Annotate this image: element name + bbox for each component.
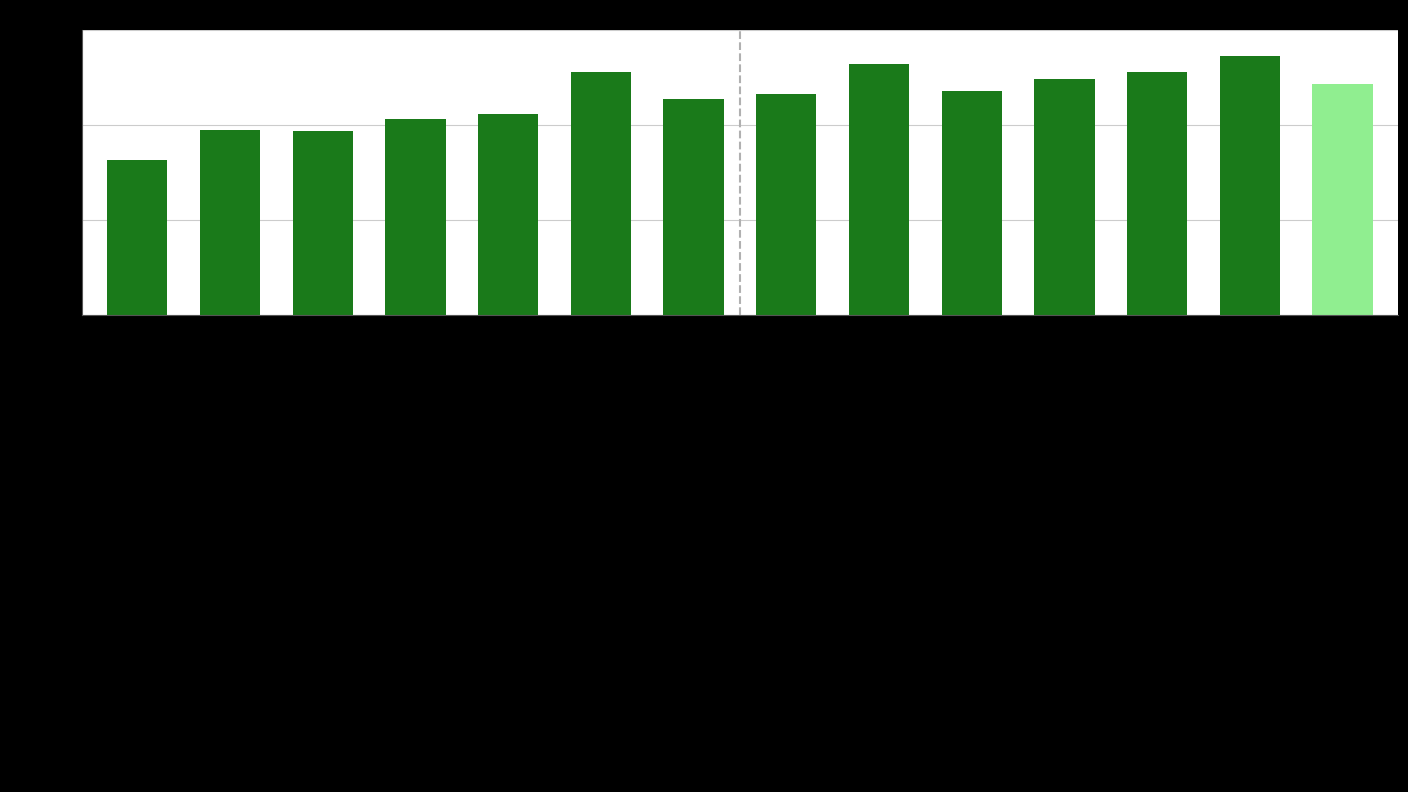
Bar	[942, 91, 1002, 315]
Bar	[849, 64, 910, 315]
Bar	[1219, 55, 1280, 315]
Bar	[107, 160, 168, 315]
Bar	[1312, 84, 1373, 315]
Bar	[386, 120, 445, 315]
Bar	[477, 114, 538, 315]
Bar	[663, 100, 724, 315]
Bar	[756, 93, 817, 315]
Bar	[200, 130, 260, 315]
Bar	[293, 131, 353, 315]
Bar	[570, 72, 631, 315]
Bar	[1035, 78, 1094, 315]
Bar	[1126, 72, 1187, 315]
